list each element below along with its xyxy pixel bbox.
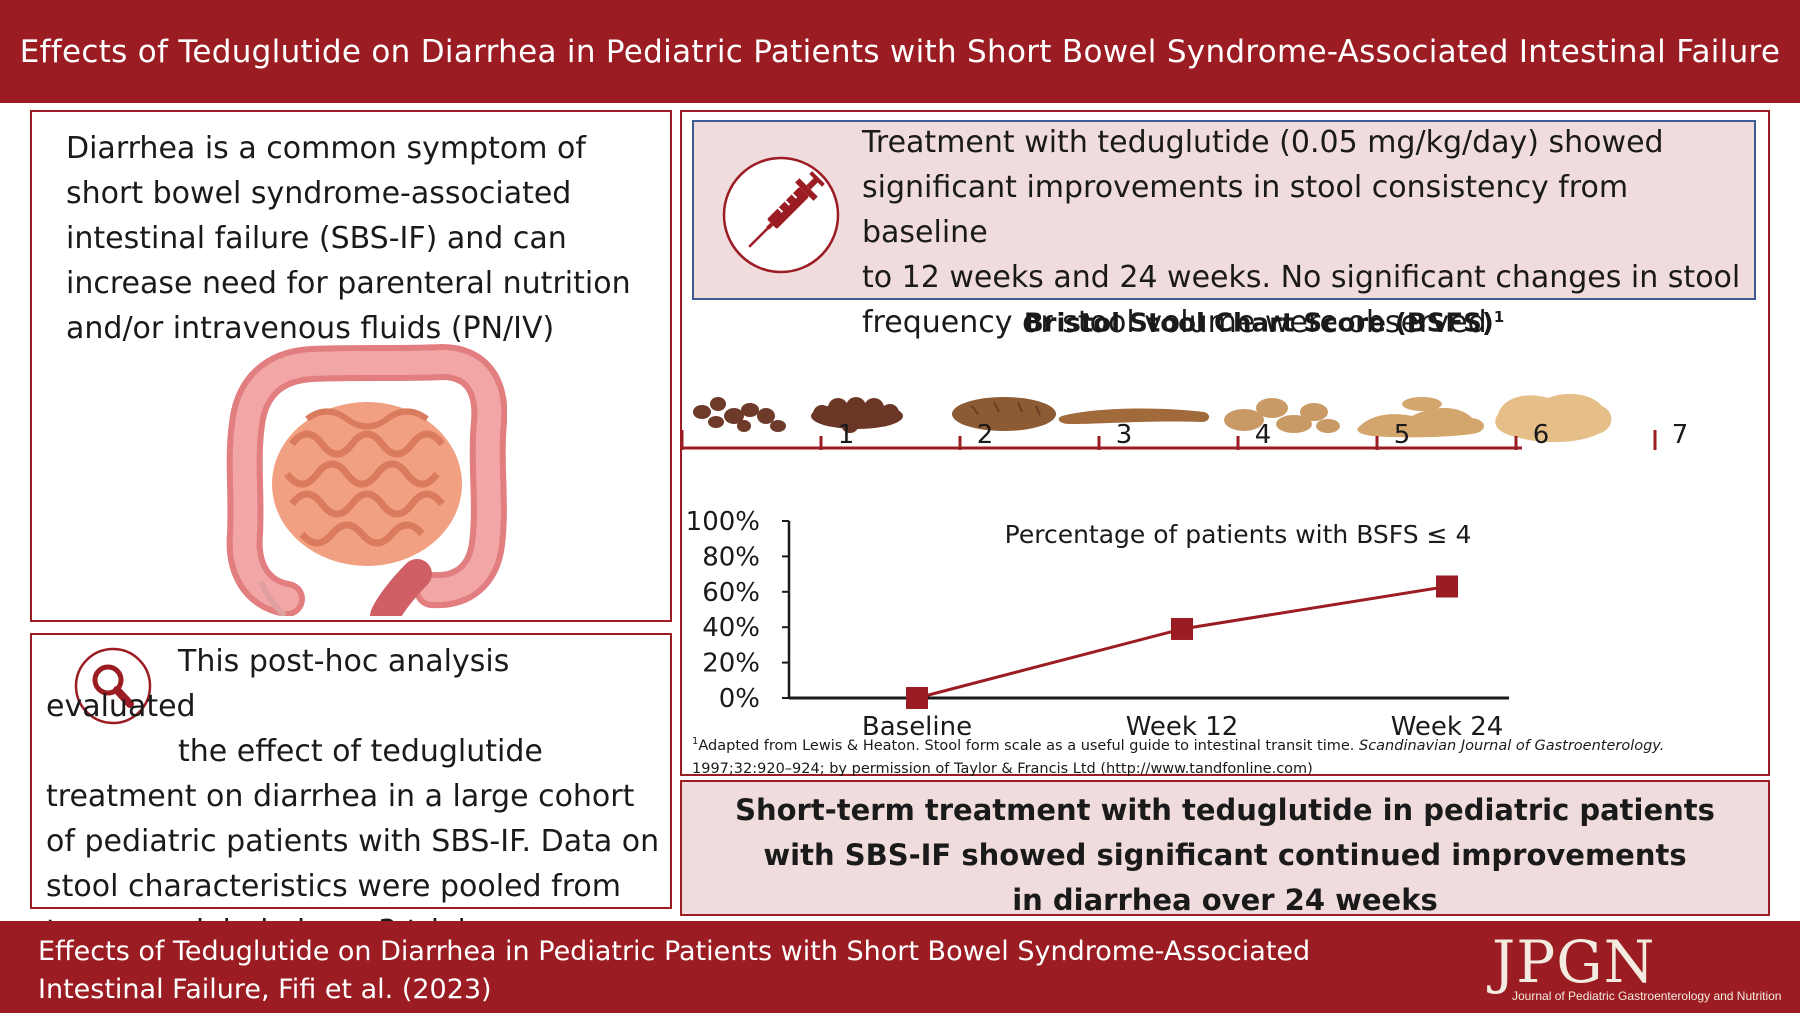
stool-type-5-icon [1224,398,1340,433]
result-line: frequency or stool volume were observed [862,305,1487,340]
y-tick-label: 80% [702,542,760,572]
bsfs-scale-label: 4 [1255,420,1272,450]
footer-citation: Effects of Teduglutide on Diarrhea in Pe… [38,933,1358,1009]
chart-y-ticks: 100% 80% 60% 40% 20% 0% [686,507,789,714]
magnifier-icon [74,647,152,725]
intestine-illustration [226,344,507,616]
y-tick-label: 100% [686,507,760,537]
y-tick-label: 40% [702,613,760,643]
conclusion-line: Short-term treatment with teduglutide in… [735,793,1715,827]
intro-panel: Diarrhea is a common symptom of short bo… [30,110,672,622]
footnote-sup: 1 [692,736,699,747]
study-line: of pediatric patients with SBS-IF. Data … [46,824,660,859]
result-box: Treatment with teduglutide (0.05 mg/kg/d… [692,120,1756,340]
journal-logo: JPGN Journal of Pediatric Gastroenterolo… [1492,929,1782,1009]
footnote-text-b: 1997;32:920–924; by permission of Taylor… [692,760,1313,777]
x-tick-label: Week 24 [1391,712,1504,742]
data-point [1436,575,1458,598]
line-chart: Percentage of patients with BSFS ≤ 4 100… [686,507,1509,742]
study-line: treatment on diarrhea in a large cohort [46,779,635,814]
bsfs-scale-label: 3 [1116,420,1133,450]
stool-type-2-icon [811,397,903,433]
study-text: This post-hoc analysis evaluated the eff… [46,639,666,954]
results-panel: Treatment with teduglutide (0.05 mg/kg/d… [680,110,1770,777]
footnote-journal: Scandinavian Journal of Gastroenterology… [1359,737,1665,754]
study-line: the effect of teduglutide [178,734,543,769]
result-line: significant improvements in stool consis… [862,170,1629,250]
conclusion-line: with SBS-IF showed significant continued… [763,838,1687,872]
data-point [1171,617,1193,640]
stool-type-7-icon [1495,393,1612,443]
stool-type-1-icon [693,397,786,432]
intro-line: increase need for parenteral nutrition [66,266,631,301]
bsfs-title-text: Bristol Stool Chart Score (BSFS) [1023,308,1494,339]
footnote: 1Adapted from Lewis & Heaton. Stool form… [692,730,1752,781]
bsfs-title: Bristol Stool Chart Score (BSFS)1 [682,308,1768,339]
conclusion-line: in diarrhea over 24 weeks [1012,883,1438,917]
page-title: Effects of Teduglutide on Diarrhea in Pe… [19,33,1781,70]
stool-scale: 1 2 3 4 5 6 7 [682,393,1689,450]
conclusion-panel: Short-term treatment with teduglutide in… [680,780,1770,917]
bsfs-scale-label: 5 [1394,420,1411,450]
chart-series [906,575,1458,709]
chart-x-labels: Baseline Week 12 Week 24 [862,712,1503,742]
syringe-icon [722,156,840,274]
y-tick-label: 0% [719,684,760,714]
series-line [916,585,1448,700]
bsfs-scale-label: 1 [838,420,855,450]
x-tick-label: Week 12 [1126,712,1239,742]
intro-line: short bowel syndrome-associated [66,176,572,211]
chart-title: Percentage of patients with BSFS ≤ 4 [1005,520,1472,549]
footnote-text-a: Adapted from Lewis & Heaton. Stool form … [698,737,1359,754]
logo-main: JPGN [1492,928,1656,996]
bsfs-scale-label: 7 [1672,420,1689,450]
stool-type-6-icon [1357,397,1484,438]
intro-line: Diarrhea is a common symptom of [66,131,586,166]
data-point [906,687,928,709]
study-line: stool characteristics were pooled from [46,869,621,904]
result-line: Treatment with teduglutide (0.05 mg/kg/d… [862,125,1664,160]
bsfs-scale-label: 6 [1533,420,1550,450]
footer-bar: Effects of Teduglutide on Diarrhea in Pe… [0,921,1800,1013]
study-line: This post-hoc analysis evaluated [46,644,510,724]
citation-line: Effects of Teduglutide on Diarrhea in Pe… [38,936,1311,967]
y-tick-label: 20% [702,649,760,679]
bsfs-title-sup: 1 [1493,308,1505,326]
result-text: Treatment with teduglutide (0.05 mg/kg/d… [862,120,1752,345]
intro-text: Diarrhea is a common symptom of short bo… [66,126,666,351]
x-tick-label: Baseline [862,712,972,742]
intro-line: intestinal failure (SBS-IF) and can [66,221,567,256]
y-tick-label: 60% [702,578,760,608]
intro-line: and/or intravenous fluids (PN/IV) [66,311,555,346]
bsfs-scale-label: 2 [977,420,994,450]
study-panel: This post-hoc analysis evaluated the eff… [30,633,672,949]
stool-type-3-icon [952,397,1056,431]
citation-line: Intestinal Failure, Fifi et al. (2023) [38,974,492,1005]
header-bar: Effects of Teduglutide on Diarrhea in Pe… [0,0,1800,103]
result-line: to 12 weeks and 24 weeks. No significant… [862,260,1741,295]
stool-type-4-icon [1058,408,1210,424]
logo-sub: Journal of Pediatric Gastroenterology an… [1512,989,1782,1003]
conclusion-text: Short-term treatment with teduglutide in… [682,788,1768,923]
